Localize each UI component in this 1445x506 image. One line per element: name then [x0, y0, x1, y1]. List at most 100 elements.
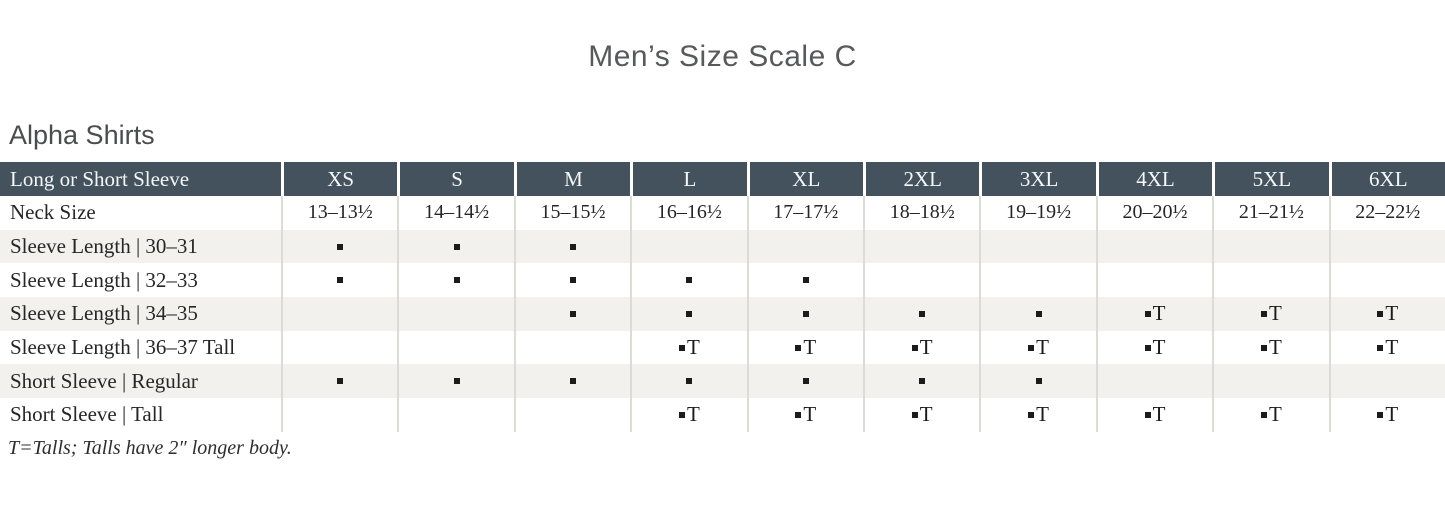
- mark-cell: [979, 229, 1095, 264]
- mark-cell: [397, 229, 513, 264]
- row-label-cell: Sleeve Length | 34–35: [10, 301, 198, 326]
- mark-cell: T: [1212, 297, 1328, 331]
- page-title: Men’s Size Scale C: [588, 40, 857, 73]
- mark-cell: [513, 297, 630, 331]
- corner-header-cell: Long or Short Sleeve: [10, 166, 190, 191]
- table-row: Neck Size 13–13½ 14–14½ 15–15½ 16–16½ 17–17½ 1…: [0, 196, 1445, 230]
- availability-square-icon: [453, 243, 460, 250]
- mark-cell: [979, 364, 1095, 399]
- value-cell: 16–16½: [630, 196, 746, 230]
- availability-square-icon: [1144, 310, 1151, 317]
- mark-cell: T: [1095, 297, 1212, 331]
- mark-cell: [746, 229, 863, 264]
- availability-square-icon: [1144, 344, 1151, 351]
- mark-cell: T: [746, 330, 863, 365]
- size-table: Long or Short Sleeve XS S M L XL 2XL 3XL 4XL 5XL 6…: [0, 162, 1445, 432]
- row-label-cell: Neck Size: [10, 200, 96, 225]
- row-label-cell: Short Sleeve | Tall: [10, 402, 164, 427]
- mark-cell: [513, 398, 630, 432]
- mark-cell: T: [630, 398, 746, 432]
- row-label-cell: Sleeve Length | 36–37 Tall: [10, 335, 236, 360]
- mark-cell: T: [746, 398, 863, 432]
- availability-square-icon: [911, 344, 918, 351]
- availability-square-icon: [569, 243, 576, 250]
- availability-square-icon: [919, 378, 926, 385]
- availability-square-icon: [678, 411, 685, 418]
- availability-square-icon: [569, 277, 576, 284]
- mark-cell: [863, 229, 979, 264]
- tall-indicator: T: [1268, 402, 1282, 427]
- mark-cell: T: [1328, 330, 1445, 365]
- mark-cell: [1095, 263, 1212, 298]
- availability-square-icon: [1260, 411, 1267, 418]
- value-cell: 14–14½: [397, 196, 513, 230]
- mark-cell: [513, 364, 630, 399]
- tall-indicator: T: [919, 402, 933, 427]
- mark-cell: [746, 364, 863, 399]
- tall-indicator: T: [1268, 301, 1282, 326]
- mark-cell: [1095, 229, 1212, 264]
- size-header-cell: S: [397, 162, 513, 196]
- mark-cell: T: [863, 398, 979, 432]
- mark-cell: [746, 297, 863, 331]
- mark-cell: [397, 297, 513, 331]
- size-header-cell: 6XL: [1328, 162, 1445, 196]
- mark-cell: T: [979, 330, 1095, 365]
- tall-indicator: T: [1385, 335, 1399, 360]
- size-header-cell: XL: [746, 162, 863, 196]
- mark-cell: [513, 229, 630, 264]
- mark-cell: [281, 398, 397, 432]
- availability-square-icon: [1028, 411, 1035, 418]
- table-row: Sleeve Length | 36–37 Tall T T T T T T T: [0, 330, 1445, 365]
- availability-square-icon: [911, 411, 918, 418]
- row-label-cell: Sleeve Length | 30–31: [10, 234, 198, 259]
- mark-cell: [630, 297, 746, 331]
- mark-cell: T: [1212, 330, 1328, 365]
- table-row: Sleeve Length | 30–31: [0, 229, 1445, 264]
- mark-cell: [1328, 263, 1445, 298]
- value-cell: 18–18½: [863, 196, 979, 230]
- tall-indicator: T: [803, 402, 817, 427]
- mark-cell: [630, 229, 746, 264]
- mark-cell: T: [1095, 330, 1212, 365]
- mark-cell: [863, 297, 979, 331]
- tall-indicator: T: [1385, 301, 1399, 326]
- tall-indicator: T: [1152, 335, 1166, 360]
- mark-cell: [1212, 229, 1328, 264]
- table-row: Sleeve Length | 32–33: [0, 263, 1445, 298]
- value-cell: 19–19½: [979, 196, 1095, 230]
- tall-indicator: T: [1268, 335, 1282, 360]
- availability-square-icon: [919, 310, 926, 317]
- availability-square-icon: [678, 344, 685, 351]
- availability-square-icon: [1144, 411, 1151, 418]
- mark-cell: [281, 297, 397, 331]
- availability-square-icon: [795, 344, 802, 351]
- value-cell: 17–17½: [746, 196, 863, 230]
- table-row: Short Sleeve | Tall T T T T T T T: [0, 398, 1445, 432]
- mark-cell: [281, 364, 397, 399]
- mark-cell: [1095, 364, 1212, 399]
- mark-cell: [1212, 364, 1328, 399]
- mark-cell: [281, 330, 397, 365]
- mark-cell: [397, 330, 513, 365]
- mark-cell: [630, 364, 746, 399]
- availability-square-icon: [795, 411, 802, 418]
- size-header-cell: XS: [281, 162, 397, 196]
- mark-cell: T: [1095, 398, 1212, 432]
- availability-square-icon: [802, 310, 809, 317]
- availability-square-icon: [686, 378, 693, 385]
- footnote: T=Talls; Talls have 2″ longer body.: [8, 437, 292, 459]
- availability-square-icon: [1377, 310, 1384, 317]
- availability-square-icon: [569, 378, 576, 385]
- size-header-cell: L: [630, 162, 746, 196]
- availability-square-icon: [802, 378, 809, 385]
- mark-cell: [397, 364, 513, 399]
- mark-cell: [979, 263, 1095, 298]
- row-label-cell: Sleeve Length | 32–33: [10, 267, 198, 292]
- tall-indicator: T: [1036, 335, 1049, 360]
- value-cell: 15–15½: [513, 196, 630, 230]
- tall-indicator: T: [1152, 301, 1166, 326]
- mark-cell: T: [1212, 398, 1328, 432]
- availability-square-icon: [802, 277, 809, 284]
